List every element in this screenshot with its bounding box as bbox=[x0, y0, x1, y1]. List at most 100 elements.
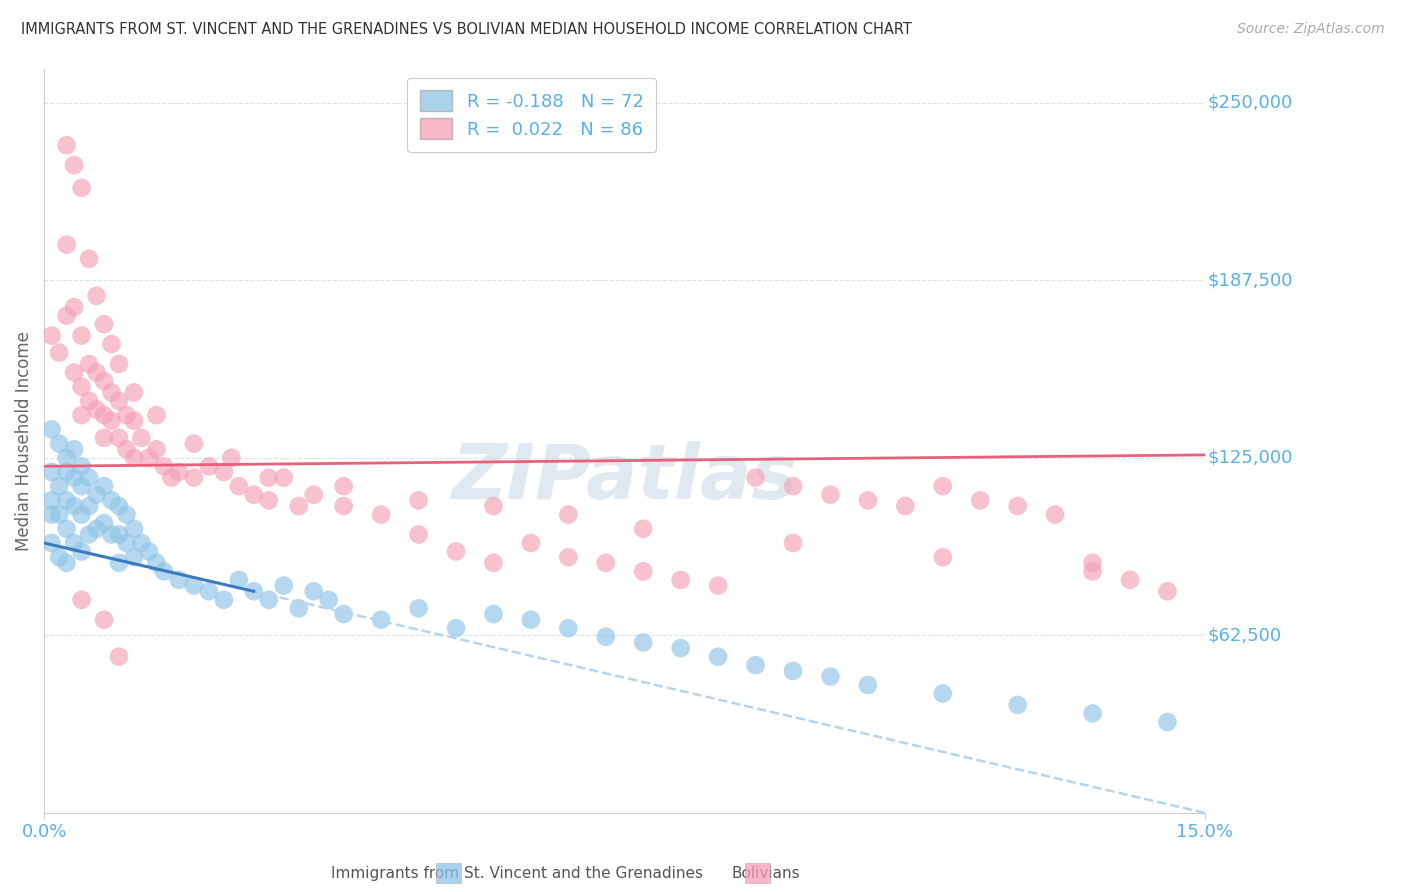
Point bbox=[70, 408, 93, 422]
Point bbox=[122, 450, 145, 465]
Point bbox=[183, 579, 205, 593]
Point bbox=[63, 442, 86, 457]
Point bbox=[444, 544, 467, 558]
Point bbox=[77, 499, 100, 513]
Point bbox=[100, 493, 122, 508]
Point bbox=[932, 687, 955, 701]
Point bbox=[856, 493, 879, 508]
Point bbox=[212, 465, 235, 479]
Point bbox=[55, 465, 77, 479]
Legend: R = -0.188   N = 72, R =  0.022   N = 86: R = -0.188 N = 72, R = 0.022 N = 86 bbox=[408, 78, 657, 152]
Point bbox=[669, 573, 692, 587]
Point bbox=[63, 470, 86, 484]
Point bbox=[100, 385, 122, 400]
Point bbox=[122, 414, 145, 428]
Point bbox=[55, 522, 77, 536]
Text: $125,000: $125,000 bbox=[1208, 449, 1292, 467]
Point bbox=[1081, 556, 1104, 570]
Point bbox=[932, 479, 955, 493]
Point bbox=[138, 450, 160, 465]
Point bbox=[145, 408, 167, 422]
Point bbox=[131, 431, 153, 445]
Point bbox=[782, 536, 804, 550]
Point bbox=[77, 357, 100, 371]
Point bbox=[55, 493, 77, 508]
Point bbox=[444, 621, 467, 635]
Point bbox=[70, 181, 93, 195]
Point bbox=[55, 450, 77, 465]
Point bbox=[100, 337, 122, 351]
Point bbox=[482, 499, 505, 513]
Point bbox=[631, 635, 654, 649]
Point bbox=[86, 366, 108, 380]
Point bbox=[93, 613, 115, 627]
Point bbox=[93, 516, 115, 530]
Text: $62,500: $62,500 bbox=[1208, 626, 1281, 644]
Point bbox=[557, 550, 579, 565]
Point bbox=[108, 649, 131, 664]
Point bbox=[332, 479, 354, 493]
Point bbox=[332, 607, 354, 621]
Point bbox=[93, 374, 115, 388]
Text: IMMIGRANTS FROM ST. VINCENT AND THE GRENADINES VS BOLIVIAN MEDIAN HOUSEHOLD INCO: IMMIGRANTS FROM ST. VINCENT AND THE GREN… bbox=[21, 22, 912, 37]
Point bbox=[257, 470, 280, 484]
Point bbox=[782, 664, 804, 678]
Point bbox=[93, 479, 115, 493]
Point bbox=[408, 493, 430, 508]
Point bbox=[86, 402, 108, 417]
Point bbox=[48, 436, 70, 450]
Point bbox=[1156, 714, 1178, 729]
Point bbox=[370, 613, 392, 627]
Text: Source: ZipAtlas.com: Source: ZipAtlas.com bbox=[1237, 22, 1385, 37]
Point bbox=[1081, 706, 1104, 721]
Point bbox=[520, 613, 543, 627]
Point bbox=[138, 544, 160, 558]
Point bbox=[631, 522, 654, 536]
Point bbox=[257, 592, 280, 607]
Point bbox=[41, 508, 63, 522]
Text: $250,000: $250,000 bbox=[1208, 94, 1292, 112]
Point bbox=[63, 499, 86, 513]
Point bbox=[820, 669, 842, 683]
Point bbox=[70, 479, 93, 493]
Point bbox=[86, 522, 108, 536]
Point bbox=[228, 573, 250, 587]
Point bbox=[595, 556, 617, 570]
Point bbox=[332, 499, 354, 513]
Point bbox=[70, 328, 93, 343]
Point bbox=[48, 550, 70, 565]
Point bbox=[287, 601, 309, 615]
Point bbox=[520, 536, 543, 550]
Point bbox=[318, 592, 340, 607]
Point bbox=[557, 621, 579, 635]
Point bbox=[198, 584, 221, 599]
Point bbox=[669, 641, 692, 656]
Point bbox=[93, 317, 115, 331]
Point bbox=[370, 508, 392, 522]
Point bbox=[77, 470, 100, 484]
Point bbox=[167, 465, 190, 479]
Point bbox=[55, 237, 77, 252]
Point bbox=[894, 499, 917, 513]
Point bbox=[41, 422, 63, 436]
Point bbox=[108, 393, 131, 408]
Point bbox=[153, 565, 176, 579]
Point bbox=[86, 289, 108, 303]
Point bbox=[228, 479, 250, 493]
Point bbox=[243, 584, 266, 599]
Text: $187,500: $187,500 bbox=[1208, 271, 1292, 289]
Point bbox=[77, 527, 100, 541]
Point bbox=[122, 550, 145, 565]
Point bbox=[108, 357, 131, 371]
Point bbox=[115, 442, 138, 457]
Point bbox=[41, 536, 63, 550]
Point bbox=[1081, 565, 1104, 579]
Point bbox=[115, 408, 138, 422]
Point bbox=[557, 508, 579, 522]
Point bbox=[100, 527, 122, 541]
Point bbox=[93, 431, 115, 445]
Point bbox=[782, 479, 804, 493]
Text: ZIPatlas: ZIPatlas bbox=[451, 441, 797, 515]
Point bbox=[93, 408, 115, 422]
Point bbox=[631, 565, 654, 579]
